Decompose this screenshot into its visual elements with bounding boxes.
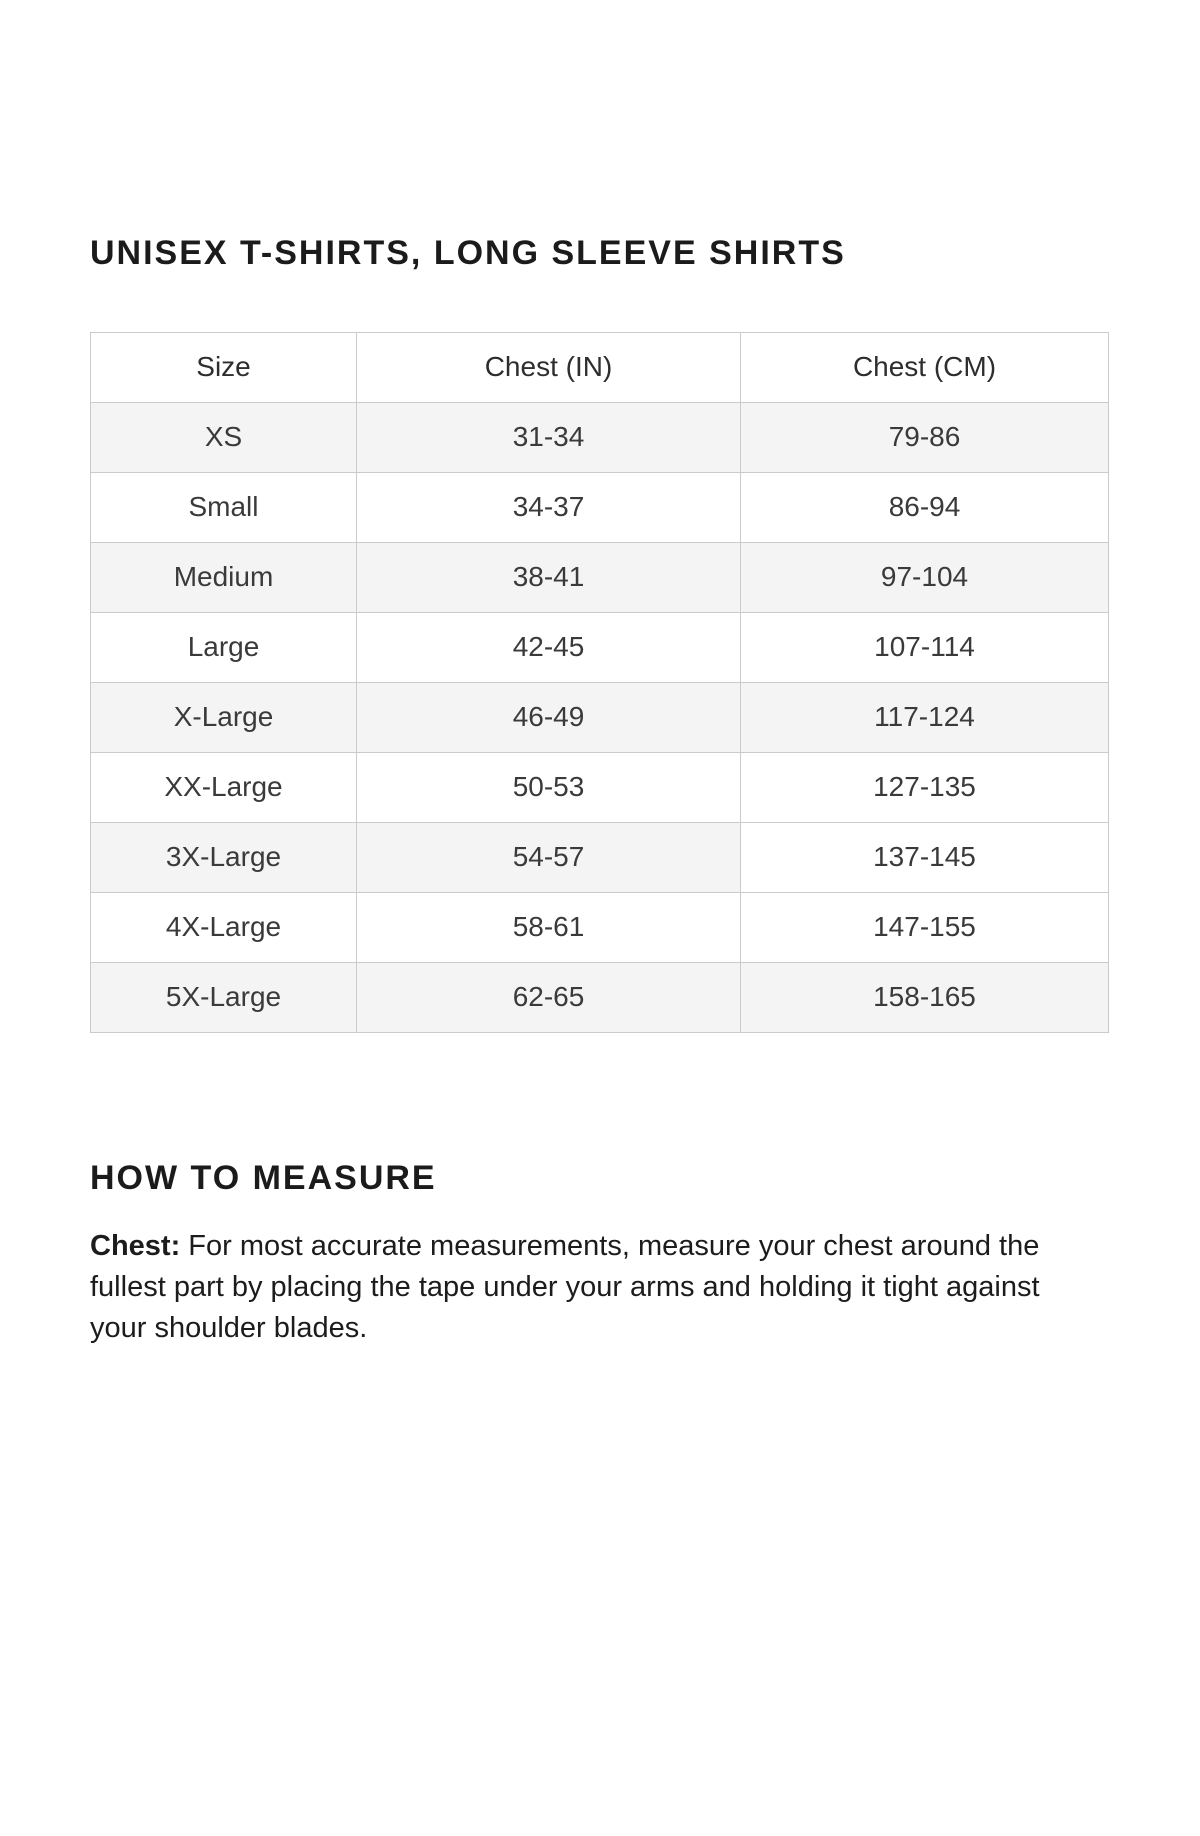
table-row-5x-large: 5X-Large 62-65 158-165 — [90, 961, 1109, 1033]
cell-chest-cm: 117-124 — [740, 681, 1109, 753]
table-row-3x-large: 3X-Large 54-57 137-145 — [90, 821, 1109, 893]
chest-label: Chest: — [90, 1230, 181, 1263]
cell-size: Medium — [90, 541, 357, 613]
cell-chest-cm: 86-94 — [740, 471, 1109, 543]
table-row-4x-large: 4X-Large 58-61 147-155 — [90, 891, 1109, 963]
cell-size: 4X-Large — [90, 891, 357, 963]
cell-chest-in: 54-57 — [356, 821, 741, 893]
cell-chest-in: 62-65 — [356, 961, 741, 1033]
cell-chest-in: 58-61 — [356, 891, 741, 963]
page-title: UNISEX T-SHIRTS, LONG SLEEVE SHIRTS — [90, 234, 846, 272]
cell-chest-cm: 158-165 — [740, 961, 1109, 1033]
table-row-medium: Medium 38-41 97-104 — [90, 541, 1109, 613]
chest-instructions-text: For most accurate measurements, measure … — [90, 1230, 1040, 1345]
cell-chest-cm: 147-155 — [740, 891, 1109, 963]
table-row-large: Large 42-45 107-114 — [90, 611, 1109, 683]
cell-size: Small — [90, 471, 357, 543]
table-row-x-large: X-Large 46-49 117-124 — [90, 681, 1109, 753]
measure-instructions: Chest: For most accurate measurements, m… — [90, 1226, 1095, 1349]
cell-chest-in: 31-34 — [356, 401, 741, 473]
header-cell-chest-in: Chest (IN) — [356, 331, 741, 403]
cell-chest-in: 46-49 — [356, 681, 741, 753]
table-row-xs: XS 31-34 79-86 — [90, 401, 1109, 473]
cell-chest-in: 38-41 — [356, 541, 741, 613]
header-cell-size: Size — [90, 331, 357, 403]
cell-size: 5X-Large — [90, 961, 357, 1033]
cell-size: XS — [90, 401, 357, 473]
how-to-measure-heading: HOW TO MEASURE — [90, 1158, 437, 1197]
cell-chest-cm: 127-135 — [740, 751, 1109, 823]
cell-size: 3X-Large — [90, 821, 357, 893]
cell-chest-cm: 79-86 — [740, 401, 1109, 473]
cell-chest-in: 50-53 — [356, 751, 741, 823]
cell-chest-in: 34-37 — [356, 471, 741, 543]
cell-chest-cm: 107-114 — [740, 611, 1109, 683]
table-header-row: Size Chest (IN) Chest (CM) — [90, 331, 1109, 403]
cell-chest-cm: 97-104 — [740, 541, 1109, 613]
table-row-xx-large: XX-Large 50-53 127-135 — [90, 751, 1109, 823]
size-chart-page: UNISEX T-SHIRTS, LONG SLEEVE SHIRTS Size… — [0, 234, 1200, 1349]
table-row-small: Small 34-37 86-94 — [90, 471, 1109, 543]
cell-size: XX-Large — [90, 751, 357, 823]
cell-chest-cm: 137-145 — [740, 821, 1109, 893]
cell-chest-in: 42-45 — [356, 611, 741, 683]
cell-size: Large — [90, 611, 357, 683]
header-cell-chest-cm: Chest (CM) — [740, 331, 1109, 403]
cell-size: X-Large — [90, 681, 357, 753]
size-table: Size Chest (IN) Chest (CM) XS 31-34 79-8… — [90, 331, 1109, 1033]
